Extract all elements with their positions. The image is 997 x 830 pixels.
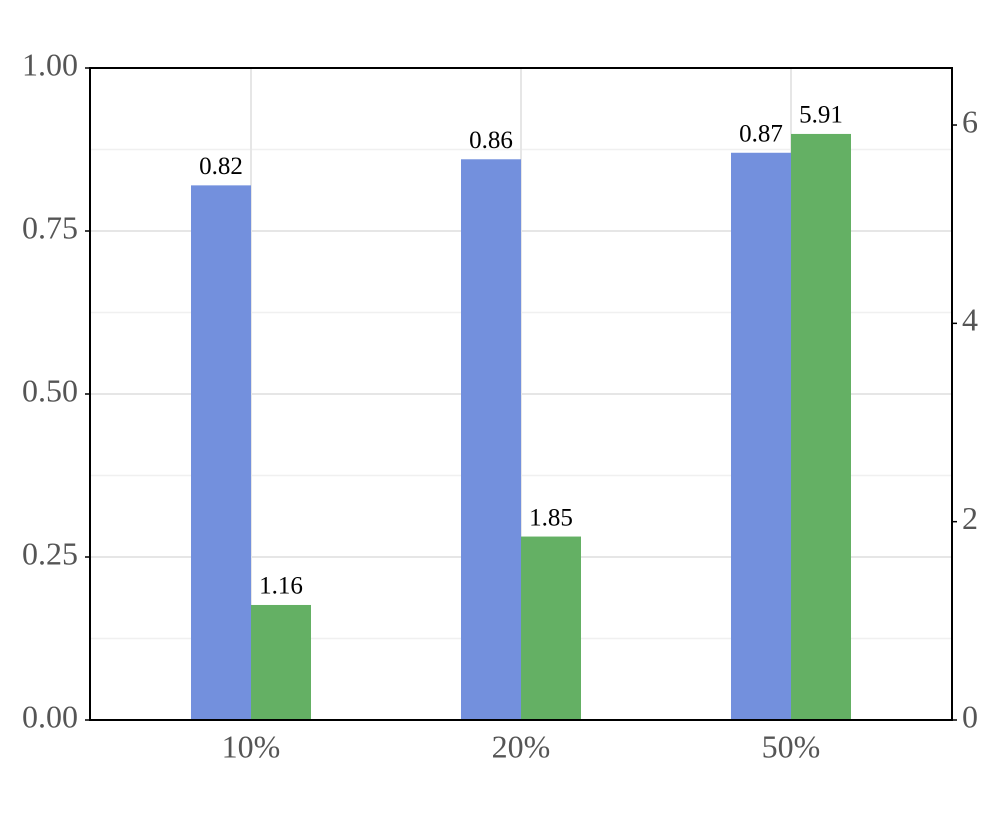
x-tick-label: 50% xyxy=(762,728,821,764)
x-tick-label: 10% xyxy=(222,728,281,764)
y2-tick-label: 2 xyxy=(962,500,978,536)
bar xyxy=(191,185,251,721)
y-tick-label: 0.50 xyxy=(22,372,78,408)
y-tick-label: 0.75 xyxy=(22,209,78,245)
value-label: 1.16 xyxy=(259,573,303,600)
value-label: 1.85 xyxy=(529,504,573,531)
plot-frame xyxy=(89,67,953,721)
y-tick-label: 0.00 xyxy=(22,698,78,734)
value-label: 5.91 xyxy=(799,102,843,129)
y2-tick-label: 4 xyxy=(962,302,978,338)
bar xyxy=(521,536,581,720)
value-label: 0.82 xyxy=(199,153,243,180)
value-label: 0.86 xyxy=(469,127,513,154)
bar xyxy=(251,604,311,720)
y2-tick-label: 0 xyxy=(962,698,978,734)
bar xyxy=(791,133,851,720)
y-tick-label: 0.25 xyxy=(22,535,78,571)
x-tick-label: 20% xyxy=(492,728,551,764)
bar xyxy=(461,159,521,720)
y-tick-label: 1.00 xyxy=(22,46,78,82)
bar xyxy=(731,152,791,720)
value-label: 0.87 xyxy=(739,120,783,147)
y2-tick-label: 6 xyxy=(962,103,978,139)
